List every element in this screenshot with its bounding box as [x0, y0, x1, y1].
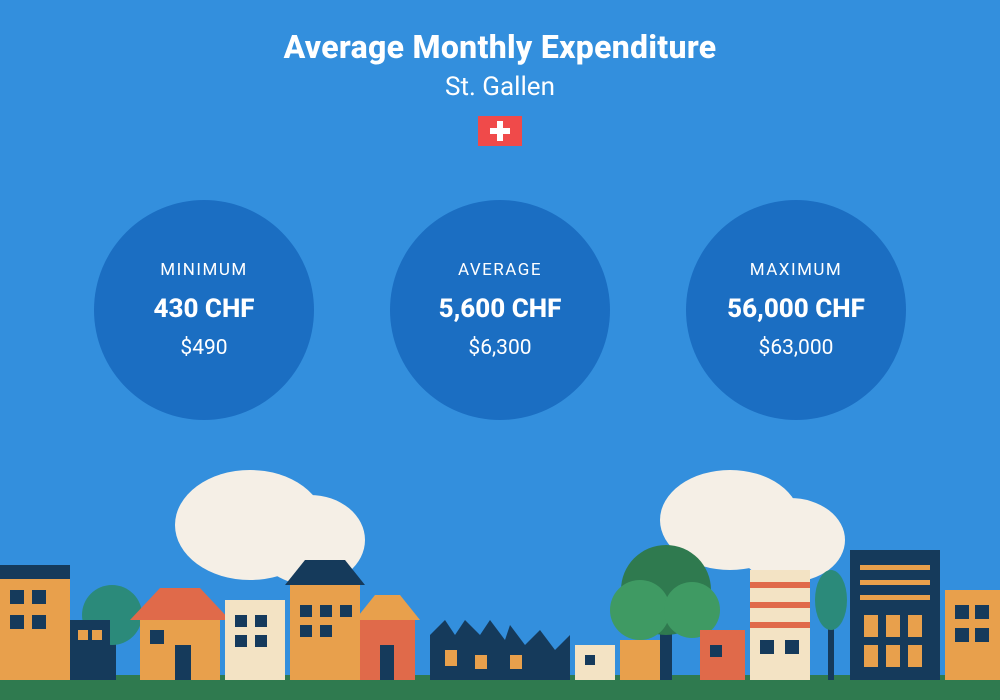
- stat-label: MAXIMUM: [750, 260, 843, 280]
- stat-primary: 430 CHF: [153, 294, 254, 324]
- stat-secondary: $63,000: [759, 336, 834, 360]
- cityscape-illustration: [0, 470, 1000, 700]
- page-subtitle: St. Gallen: [0, 72, 1000, 102]
- stat-primary: 5,600 CHF: [439, 294, 562, 324]
- stat-secondary: $6,300: [468, 336, 531, 360]
- stat-circle-minimum: MINIMUM 430 CHF $490: [94, 200, 314, 420]
- stat-label: MINIMUM: [160, 260, 247, 280]
- stat-label: AVERAGE: [458, 260, 542, 280]
- infographic-canvas: Average Monthly Expenditure St. Gallen M…: [0, 0, 1000, 700]
- stat-primary: 56,000 CHF: [727, 294, 865, 324]
- page-title: Average Monthly Expenditure: [0, 28, 1000, 66]
- stat-circles-row: MINIMUM 430 CHF $490 AVERAGE 5,600 CHF $…: [0, 200, 1000, 420]
- header: Average Monthly Expenditure St. Gallen: [0, 28, 1000, 146]
- swiss-flag-icon: [478, 116, 522, 146]
- stat-secondary: $490: [180, 336, 227, 360]
- stat-circle-maximum: MAXIMUM 56,000 CHF $63,000: [686, 200, 906, 420]
- stat-circle-average: AVERAGE 5,600 CHF $6,300: [390, 200, 610, 420]
